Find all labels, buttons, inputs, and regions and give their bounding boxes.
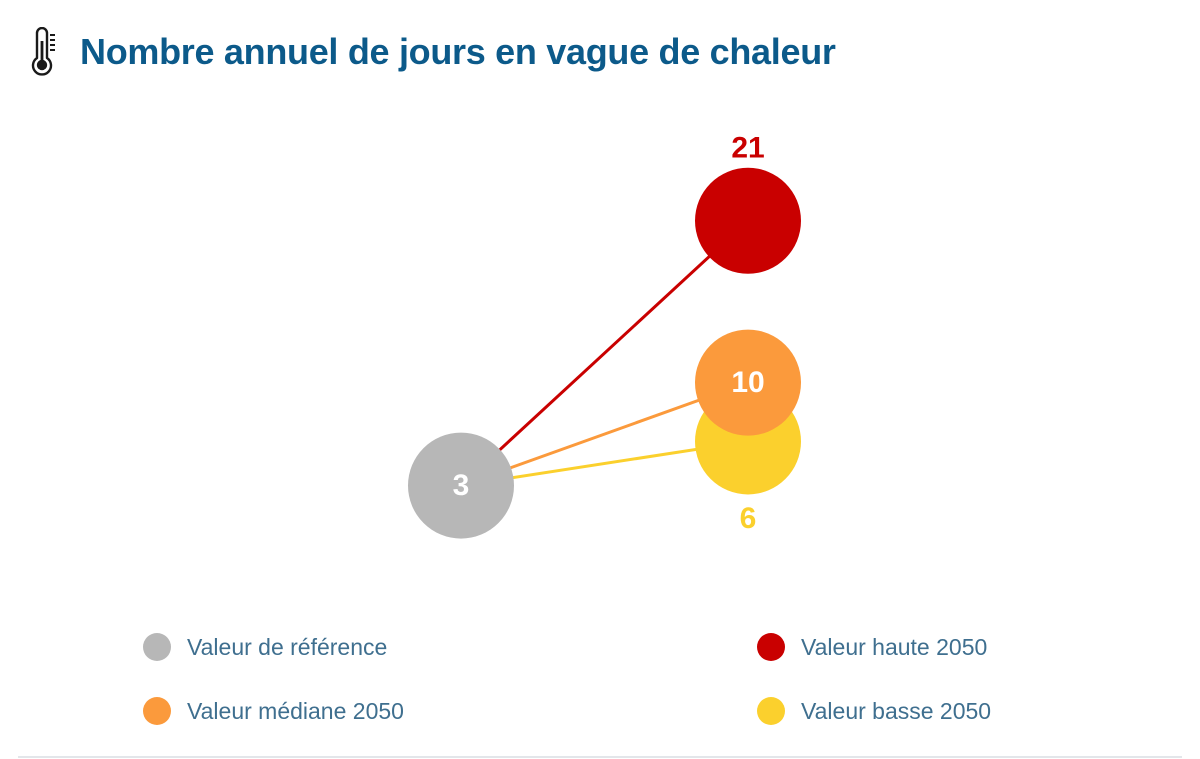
legend-label-mediane: Valeur médiane 2050 xyxy=(187,697,404,724)
legend-dot-reference xyxy=(143,633,171,661)
legend-label-haute: Valeur haute 2050 xyxy=(801,633,988,660)
data-label-mediane: 10 xyxy=(731,366,764,399)
data-label-basse: 6 xyxy=(740,502,757,535)
thermometer-icon xyxy=(31,27,55,76)
legend-dot-haute xyxy=(757,633,785,661)
legend-item-haute: Valeur haute 2050 xyxy=(757,632,987,662)
connector-line-haute xyxy=(459,219,750,487)
point-haute xyxy=(695,167,801,274)
data-label-haute: 21 xyxy=(731,131,764,164)
header: Nombre annuel de jours en vague de chale… xyxy=(28,26,836,78)
legend-dot-mediane xyxy=(143,697,171,725)
point-reference xyxy=(408,432,514,539)
legend-item-basse: Valeur basse 2050 xyxy=(757,696,991,726)
data-label-reference: 3 xyxy=(453,469,470,502)
chart: 3 10 21 6 xyxy=(408,131,801,539)
legend-item-reference: Valeur de référence xyxy=(143,632,387,662)
legend-dot-basse xyxy=(757,697,785,725)
bottom-divider xyxy=(18,756,1182,758)
legend-item-mediane: Valeur médiane 2050 xyxy=(143,696,404,726)
point-mediane xyxy=(695,329,801,436)
legend-label-basse: Valeur basse 2050 xyxy=(801,697,992,724)
page-title: Nombre annuel de jours en vague de chale… xyxy=(80,31,836,72)
legend-label-reference: Valeur de référence xyxy=(187,633,388,660)
